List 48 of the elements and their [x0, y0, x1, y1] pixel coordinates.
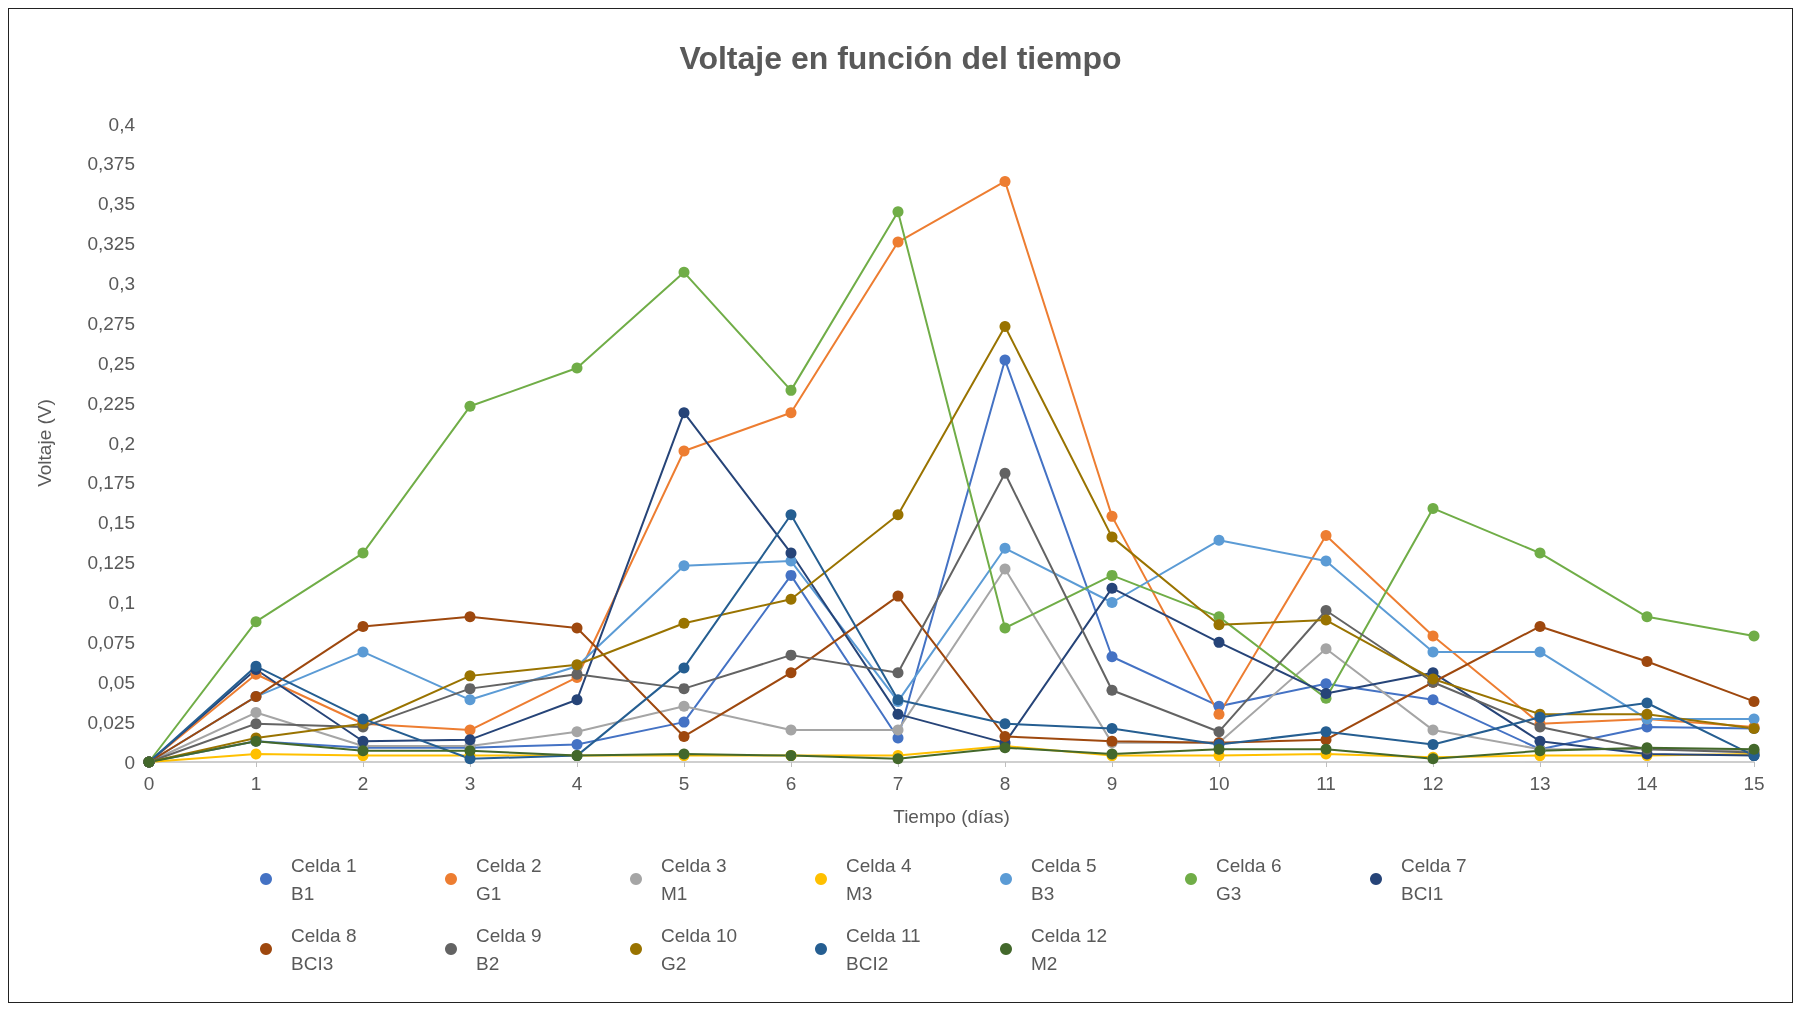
- y-tick-label: 0,325: [87, 233, 135, 255]
- y-tick-label: 0,25: [98, 352, 135, 374]
- y-tick-label: 0,35: [98, 193, 135, 215]
- y-tick-label: 0,125: [87, 552, 135, 574]
- legend-label: Celda 8 BCI3: [291, 924, 357, 974]
- y-tick-label: 0,375: [87, 153, 135, 175]
- x-tick-label: 3: [464, 773, 476, 794]
- x-tick-label: 0: [143, 773, 155, 794]
- x-tick-label: 13: [1529, 773, 1551, 794]
- x-tick-label: 9: [1106, 773, 1118, 794]
- legend-label: Celda 2 G1: [476, 854, 542, 904]
- legend-label: Celda 5 B3: [1031, 854, 1097, 904]
- legend-label: Celda 12 M2: [1031, 924, 1108, 974]
- legend-label: Celda 6 G3: [1216, 854, 1282, 904]
- x-tick-label: 12: [1422, 773, 1444, 794]
- y-tick-label: 0,3: [108, 273, 135, 294]
- x-tick-label: 11: [1316, 773, 1336, 794]
- x-tick-label: 1: [250, 773, 262, 794]
- y-tick-label: 0,075: [87, 631, 135, 653]
- y-tick-label: 0,175: [87, 472, 135, 494]
- x-tick-label: 2: [357, 773, 369, 794]
- x-tick-label: 15: [1743, 773, 1765, 794]
- y-tick-label: 0,225: [87, 392, 135, 414]
- chart-title: Voltaje en función del tiempo: [679, 40, 1122, 76]
- x-tick-label: 7: [892, 773, 904, 794]
- y-tick-label: 0,2: [108, 432, 135, 454]
- x-tick-label: 14: [1636, 773, 1658, 794]
- x-tick-label: 8: [999, 773, 1011, 794]
- y-tick-label: 0,275: [87, 312, 135, 334]
- legend-label: Celda 3 M1: [661, 854, 727, 904]
- legend-label: Celda 9 B2: [476, 924, 542, 974]
- y-tick-label: 0,4: [108, 113, 136, 135]
- x-axis-title: Tiempo (días): [893, 806, 1010, 827]
- legend-label: Celda 1 B1: [291, 854, 357, 904]
- y-tick-label: 0,1: [108, 592, 135, 613]
- y-tick-label: 0,025: [87, 711, 135, 733]
- y-tick-label: 0,15: [98, 512, 135, 534]
- legend-label: Celda 11 BCI2: [846, 924, 921, 974]
- x-tick-label: 5: [678, 773, 690, 794]
- legend-label: Celda 7 BCI1: [1401, 854, 1467, 904]
- x-tick-label: 10: [1208, 773, 1230, 794]
- y-tick-label: 0,05: [98, 671, 135, 693]
- y-tick-label: 0: [124, 751, 135, 773]
- x-tick-label: 4: [571, 773, 583, 794]
- legend-label: Celda 10 G2: [661, 924, 738, 974]
- legend-label: Celda 4 M3: [846, 854, 912, 904]
- y-axis-title: Voltaje (V): [34, 399, 55, 487]
- x-tick-label: 6: [785, 773, 797, 794]
